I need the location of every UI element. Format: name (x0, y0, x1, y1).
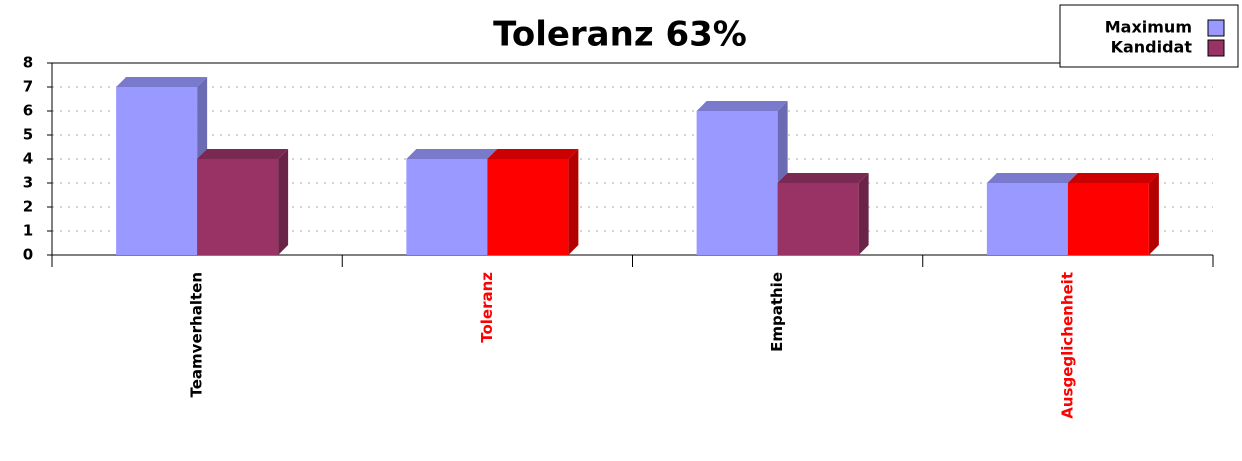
y-tick-label: 0 (23, 246, 33, 264)
bar-side (1148, 173, 1159, 255)
x-tick-label: Teamverhalten (188, 272, 206, 397)
legend-label: Maximum (1105, 18, 1192, 37)
chart-title: Toleranz 63% (493, 15, 747, 55)
y-tick-label: 4 (23, 150, 33, 168)
bar-top (116, 77, 208, 87)
y-tick-label: 8 (23, 54, 33, 72)
bar-group (487, 149, 579, 255)
bar-group (777, 173, 869, 255)
bar-group (1067, 173, 1159, 255)
y-tick-label: 1 (23, 222, 33, 240)
bar-side (278, 149, 289, 255)
bar (487, 159, 569, 255)
bar-group (197, 149, 289, 255)
bar (116, 87, 198, 255)
y-tick-label: 2 (23, 198, 33, 216)
bar-top (197, 149, 289, 159)
y-tick-label: 3 (23, 174, 33, 192)
legend-label: Kandidat (1111, 38, 1193, 57)
bar-top (986, 173, 1078, 183)
bar (197, 159, 279, 255)
bar-side (568, 149, 579, 255)
bar-group (696, 101, 788, 255)
x-tick-label: Empathie (768, 272, 786, 352)
bar (406, 159, 488, 255)
bar (1067, 183, 1149, 255)
bar (986, 183, 1068, 255)
bar-top (406, 149, 498, 159)
bar (696, 111, 778, 255)
x-tick-label: Ausgeglichenheit (1058, 272, 1076, 419)
y-tick-label: 5 (23, 126, 33, 144)
y-tick-label: 6 (23, 102, 33, 120)
x-tick-label: Toleranz (478, 272, 496, 343)
legend-swatch (1207, 39, 1225, 57)
bar-top (777, 173, 869, 183)
bar-top (1067, 173, 1159, 183)
bar-group (986, 173, 1078, 255)
y-tick-label: 7 (23, 78, 33, 96)
bar (777, 183, 859, 255)
bar-side (858, 173, 869, 255)
bar-top (696, 101, 788, 111)
bar-group (116, 77, 208, 255)
bar-top (487, 149, 579, 159)
legend-swatch (1207, 19, 1225, 37)
bar-group (406, 149, 498, 255)
